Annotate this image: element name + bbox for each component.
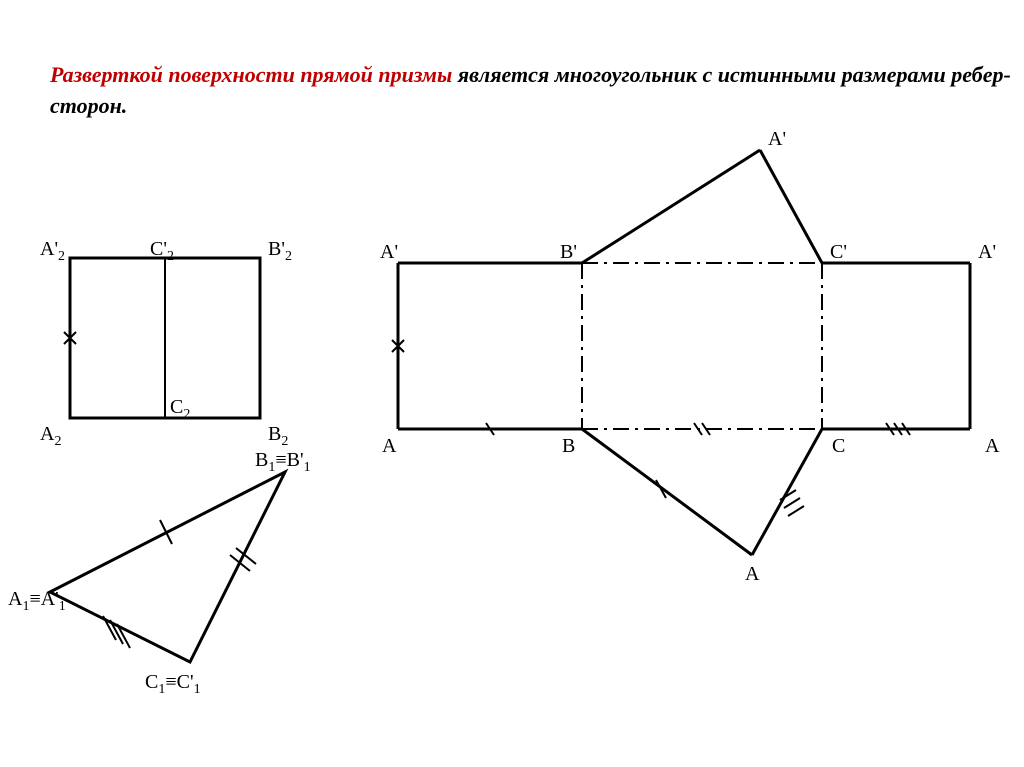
label-B2: B2: [268, 423, 288, 449]
top-tri-r: [760, 150, 822, 263]
label-Apr: A': [978, 241, 996, 263]
top-tri-l: [582, 150, 760, 263]
label-Ar: A: [985, 435, 1000, 457]
top-triangle: [50, 472, 285, 662]
label-C2p: C'2: [150, 238, 174, 264]
label-C1: C1≡C'1: [145, 671, 201, 697]
tick-3d: [788, 506, 804, 516]
label-C: C: [832, 435, 845, 457]
label-Abot: A: [745, 563, 760, 585]
label-Bp: B': [560, 241, 577, 263]
front-view: A'2 C'2 B'2 A2 C2 B2: [40, 238, 292, 449]
bot-tri-l: [582, 429, 752, 555]
bot-tri-r: [752, 429, 822, 555]
label-Cp: C': [830, 241, 847, 263]
top-view: A1≡A'1 B1≡B'1 C1≡C'1: [8, 449, 311, 697]
label-A2p: A'2: [40, 238, 65, 264]
label-B1: B1≡B'1: [255, 449, 311, 475]
label-B2p: B'2: [268, 238, 292, 264]
label-A1: A1≡A'1: [8, 588, 66, 614]
diagram-svg: A'2 C'2 B'2 A2 C2 B2 A1≡A'1 B1≡B'1 C1≡C'…: [0, 0, 1024, 767]
unfold-view: A' B' C' A' A' A B C A A: [380, 128, 1000, 585]
label-B: B: [562, 435, 575, 457]
label-Al: A: [382, 435, 397, 457]
tick-3d: [784, 498, 800, 508]
label-A2: A2: [40, 423, 61, 449]
label-Aptop: A': [768, 128, 786, 150]
tick-2h: [694, 423, 702, 435]
label-Apl: A': [380, 241, 398, 263]
